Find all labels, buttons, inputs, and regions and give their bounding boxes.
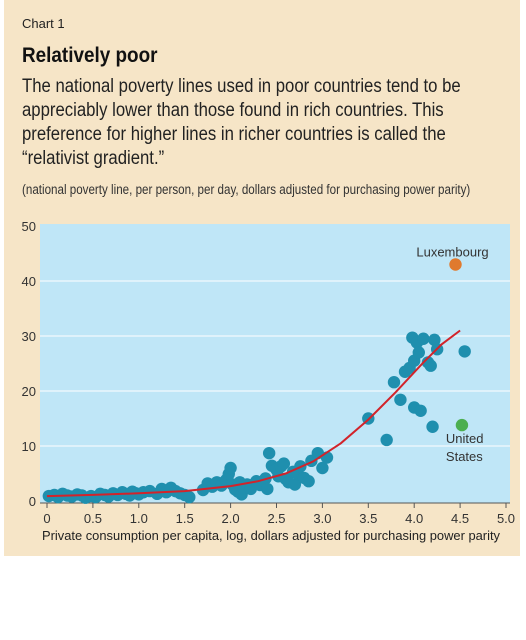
data-point: [417, 332, 430, 345]
x-tick-label: 2.5: [267, 511, 285, 526]
highlighted-points: Luxembourg United States: [416, 245, 488, 465]
chart-title: Relatively poor: [22, 44, 158, 67]
trend-line: [46, 329, 461, 498]
x-axis-ticks: 0 0.5 1.0 1.5 2.0 2.5 3.0 3.5 4.0 4.5 5.0: [43, 503, 515, 526]
data-point: [458, 345, 471, 358]
chart-number-label: Chart 1: [22, 16, 65, 31]
data-point: [262, 446, 276, 460]
highlight-point-united-states: [455, 418, 469, 432]
data-point: [387, 376, 401, 389]
x-tick-label: 5.0: [497, 511, 515, 526]
data-points: [42, 331, 471, 504]
y-tick-label: 0: [29, 494, 36, 509]
y-tick-label: 30: [22, 329, 36, 344]
x-tick-label: 4.0: [405, 511, 423, 526]
data-point: [316, 461, 329, 475]
data-point: [428, 333, 441, 347]
data-point: [380, 433, 393, 447]
unit-note: (national poverty line, per person, per …: [22, 182, 471, 197]
highlight-label: United States: [446, 431, 484, 464]
x-tick-label: 1.5: [176, 511, 194, 526]
data-point: [277, 457, 291, 470]
highlight-point-luxembourg: [449, 258, 462, 271]
x-axis-label: Private consumption per capita, log, dol…: [42, 528, 500, 543]
chart-subtitle: The national poverty lines used in poor …: [22, 76, 461, 169]
data-point: [414, 404, 427, 417]
data-point: [183, 490, 196, 504]
y-tick-label: 10: [22, 439, 36, 454]
x-tick-label: 3.0: [313, 511, 331, 526]
data-point: [394, 393, 407, 406]
data-point: [288, 478, 302, 491]
data-point: [424, 359, 437, 372]
y-tick-label: 40: [22, 274, 36, 289]
x-tick-label: 1.0: [130, 511, 148, 526]
x-tick-label: 0: [43, 511, 50, 526]
y-tick-label: 50: [22, 219, 36, 234]
highlight-label: Luxembourg: [416, 245, 488, 260]
data-point: [261, 482, 274, 496]
data-point: [426, 420, 439, 433]
y-axis-ticks: 0 10 20 30 40 50: [22, 219, 36, 509]
data-point: [224, 461, 237, 475]
x-tick-label: 3.5: [359, 511, 377, 526]
x-tick-label: 2.0: [222, 511, 240, 526]
data-point: [412, 346, 425, 359]
y-tick-label: 20: [22, 384, 36, 399]
data-point: [302, 475, 315, 488]
x-tick-label: 4.5: [451, 511, 469, 526]
x-tick-label: 0.5: [84, 511, 102, 526]
